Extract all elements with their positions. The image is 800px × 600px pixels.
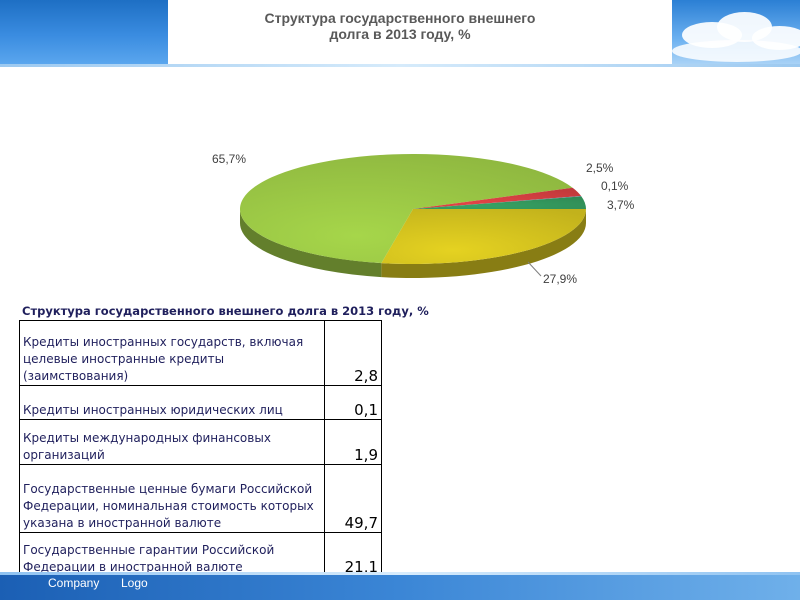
header-divider bbox=[0, 64, 800, 67]
row-label: Кредиты иностранных государств, включая … bbox=[19, 320, 325, 386]
pie-slice bbox=[381, 209, 586, 264]
footer-logo: Logo bbox=[121, 576, 148, 590]
row-value: 21,1 bbox=[324, 532, 382, 577]
pie-slice bbox=[413, 196, 586, 209]
pie-slice-side bbox=[240, 209, 382, 278]
footer-bar bbox=[0, 572, 800, 600]
pie-slice bbox=[413, 195, 582, 209]
header-sky-left bbox=[0, 0, 168, 64]
pie-data-label: 2,5% bbox=[586, 161, 614, 175]
row-label: Кредиты международных финансовых организ… bbox=[19, 419, 325, 465]
pie-slice-side bbox=[381, 209, 586, 278]
row-value: 0,1 bbox=[324, 385, 382, 420]
table-row: Кредиты иностранных юридических лиц 0,1 bbox=[19, 385, 382, 420]
chart-title-line2: долга в 2013 году, % bbox=[329, 26, 471, 42]
cloud-shape bbox=[672, 40, 800, 62]
debt-structure-table: Кредиты иностранных государств, включая … bbox=[19, 320, 382, 577]
label-leader-line bbox=[527, 261, 542, 277]
row-label: Кредиты иностранных юридических лиц bbox=[19, 385, 325, 420]
row-label: Государственные гарантии Российской Феде… bbox=[19, 532, 325, 577]
table-row: Государственные ценные бумаги Российской… bbox=[19, 464, 382, 533]
table-row: Кредиты иностранных государств, включая … bbox=[19, 320, 382, 386]
header-sky-right bbox=[672, 0, 800, 64]
table-row: Кредиты международных финансовых организ… bbox=[19, 419, 382, 465]
row-label: Государственные ценные бумаги Российской… bbox=[19, 464, 325, 533]
table-row: Государственные гарантии Российской Феде… bbox=[19, 532, 382, 577]
pie-data-label: 65,7% bbox=[212, 152, 246, 166]
footer-company: Company bbox=[48, 576, 100, 590]
row-value: 2,8 bbox=[324, 320, 382, 386]
pie-data-label: 0,1% bbox=[601, 179, 629, 193]
table-caption: Структура государственного внешнего долг… bbox=[22, 304, 429, 318]
chart-title-line1: Структура государственного внешнего bbox=[264, 10, 536, 26]
row-value: 49,7 bbox=[324, 464, 382, 533]
pie-slice bbox=[413, 187, 582, 209]
pie-slice bbox=[239, 153, 573, 264]
pie-data-label: 3,7% bbox=[607, 198, 635, 212]
pie-data-label: 27,9% bbox=[543, 272, 577, 286]
footer-highlight bbox=[0, 572, 800, 575]
row-value: 1,9 bbox=[324, 419, 382, 465]
chart-title: Структура государственного внешнего долг… bbox=[200, 10, 600, 42]
